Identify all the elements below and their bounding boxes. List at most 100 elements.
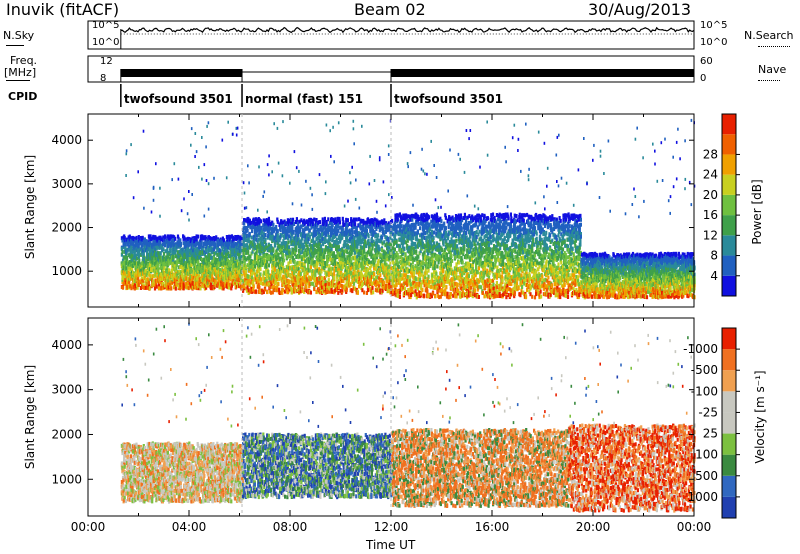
power-cell bbox=[162, 247, 164, 251]
power-cell bbox=[286, 255, 288, 259]
power-cell bbox=[157, 267, 159, 271]
power-cell bbox=[310, 277, 312, 281]
power-cell bbox=[309, 269, 311, 273]
power-cell bbox=[170, 286, 172, 290]
power-cell bbox=[321, 277, 323, 281]
power-cell bbox=[138, 235, 140, 239]
power-cell bbox=[371, 247, 373, 251]
power-cell bbox=[347, 218, 349, 222]
power-cell bbox=[260, 219, 262, 223]
power-cell bbox=[384, 259, 386, 263]
power-cell bbox=[346, 250, 348, 254]
power-cell bbox=[266, 290, 268, 294]
power-cell bbox=[348, 274, 350, 278]
power-cell bbox=[275, 225, 277, 229]
power-cell bbox=[329, 237, 331, 241]
power-cell bbox=[352, 271, 354, 275]
power-cell bbox=[197, 235, 199, 239]
cpid-segment-label-1: normal (fast) 151 bbox=[245, 92, 363, 106]
power-cell bbox=[255, 289, 257, 293]
power-cell bbox=[169, 249, 171, 253]
power-cell bbox=[363, 291, 365, 295]
cpid-segment-label-2: twofsound 3501 bbox=[394, 92, 503, 106]
power-cell bbox=[296, 261, 298, 265]
power-cell bbox=[329, 243, 331, 247]
power-cell bbox=[310, 265, 312, 269]
power-cell bbox=[379, 273, 381, 277]
power-cell bbox=[332, 223, 334, 227]
power-cell bbox=[282, 288, 284, 292]
power-cell bbox=[337, 291, 339, 295]
power-cell bbox=[372, 290, 374, 294]
power-cell bbox=[135, 236, 137, 240]
power-cell bbox=[121, 250, 123, 254]
power-scatter-group bbox=[121, 119, 696, 300]
power-cell bbox=[373, 272, 375, 276]
power-cell bbox=[290, 260, 292, 264]
power-cell bbox=[295, 248, 297, 252]
cpid-segment-label-0: twofsound 3501 bbox=[124, 92, 233, 106]
power-cell bbox=[229, 267, 231, 271]
power-cell bbox=[264, 233, 266, 237]
power-cell bbox=[158, 286, 160, 290]
power-cell bbox=[250, 236, 252, 240]
power-cell bbox=[247, 229, 249, 233]
power-cell bbox=[378, 259, 380, 263]
power-cell bbox=[259, 267, 261, 271]
power-cell bbox=[354, 222, 356, 226]
freq-trace-0 bbox=[121, 69, 242, 77]
power-cell bbox=[363, 247, 365, 251]
power-cell bbox=[342, 265, 344, 269]
power-cell bbox=[254, 261, 256, 265]
power-cell bbox=[299, 229, 301, 233]
power-cell bbox=[328, 278, 330, 282]
power-cell bbox=[313, 287, 315, 291]
power-cell bbox=[272, 223, 274, 227]
power-cell bbox=[259, 272, 261, 276]
power-cell bbox=[357, 291, 359, 295]
power-cell bbox=[235, 256, 237, 260]
power-cell bbox=[272, 249, 274, 253]
power-cell bbox=[319, 220, 321, 224]
power-cell bbox=[370, 264, 372, 268]
power-cell bbox=[283, 258, 285, 262]
power-cell bbox=[289, 280, 291, 284]
power-cell bbox=[167, 262, 169, 266]
power-cell bbox=[303, 245, 305, 249]
power-cell bbox=[277, 282, 279, 286]
power-cell bbox=[368, 234, 370, 238]
power-cell bbox=[353, 282, 355, 286]
power-cell bbox=[264, 238, 266, 242]
power-cell bbox=[367, 288, 369, 292]
power-cell bbox=[253, 284, 255, 288]
power-cell bbox=[268, 263, 270, 267]
power-cell bbox=[383, 281, 385, 285]
power-cell bbox=[205, 249, 207, 253]
power-cell bbox=[292, 218, 294, 222]
power-cell bbox=[251, 275, 253, 279]
power-cell bbox=[164, 235, 166, 239]
power-cell bbox=[333, 276, 335, 280]
power-cell bbox=[347, 246, 349, 250]
power-cell bbox=[179, 238, 181, 242]
power-cell bbox=[356, 218, 358, 222]
power-cell bbox=[249, 232, 251, 236]
power-cell bbox=[180, 242, 182, 246]
power-cell bbox=[228, 242, 230, 246]
power-cell bbox=[251, 229, 253, 233]
power-cell bbox=[264, 288, 266, 292]
power-cell bbox=[323, 254, 325, 258]
power-cell bbox=[355, 271, 357, 275]
power-cell bbox=[308, 260, 310, 264]
power-cell bbox=[277, 229, 279, 233]
power-cell bbox=[250, 221, 252, 225]
power-cell bbox=[156, 285, 158, 289]
power-cell bbox=[287, 240, 289, 244]
power-cell bbox=[364, 240, 366, 244]
power-cell bbox=[201, 240, 203, 244]
power-cell bbox=[260, 277, 262, 281]
power-cell bbox=[292, 230, 294, 234]
power-cell bbox=[314, 272, 316, 276]
